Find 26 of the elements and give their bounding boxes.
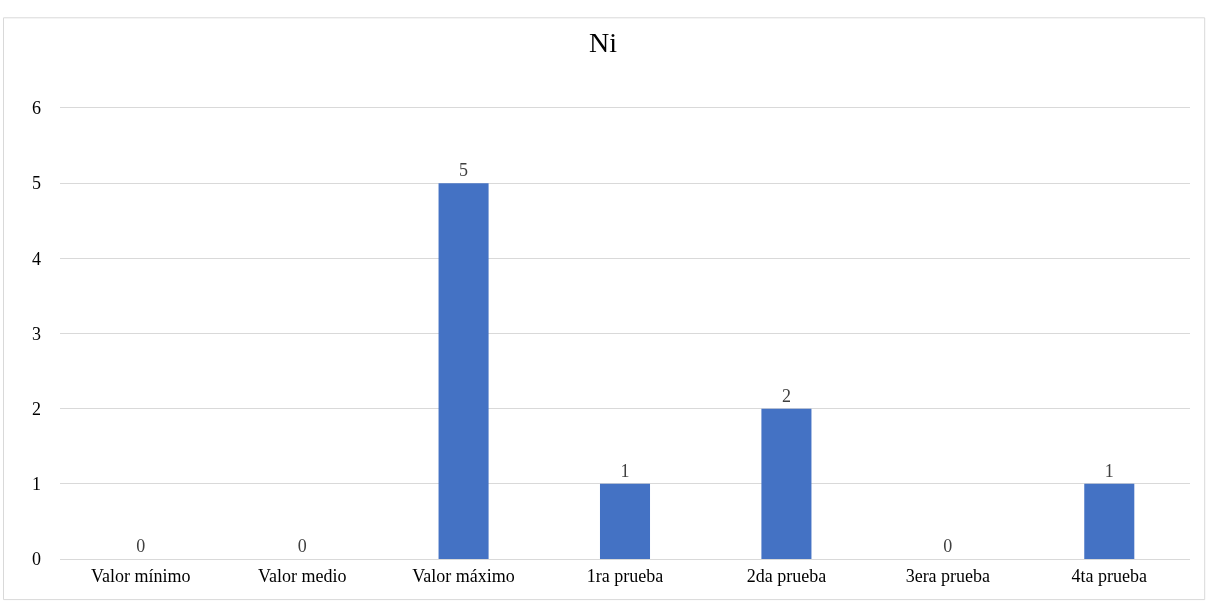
data-label: 1: [1104, 460, 1114, 481]
y-tick-label: 6: [32, 98, 41, 119]
x-tick-label: 4ta prueba: [1071, 565, 1148, 586]
bar: [761, 408, 812, 559]
bar: [438, 183, 489, 559]
data-label: 1: [620, 460, 630, 481]
data-label: 5: [459, 160, 469, 181]
bar: [599, 483, 651, 559]
x-tick-label: Valor máximo: [412, 565, 515, 586]
bar: [1084, 483, 1135, 559]
data-label: 0: [297, 536, 307, 556]
chart-title: Ni: [589, 27, 618, 59]
x-tick-label: 3era prueba: [905, 565, 991, 586]
x-tick-label: 2da prueba: [746, 565, 827, 586]
y-tick-label: 5: [32, 173, 41, 194]
y-tick-label: 0: [32, 549, 41, 570]
data-label: 2: [781, 385, 791, 406]
data-label: 0: [943, 536, 953, 556]
x-tick-label: Valor medio: [257, 565, 347, 586]
x-tick-label: 1ra prueba: [586, 565, 664, 586]
y-tick-label: 3: [32, 323, 41, 344]
y-tick-label: 2: [32, 398, 41, 419]
data-label: 0: [136, 536, 146, 556]
x-tick-label: Valor mínimo: [90, 565, 191, 586]
y-tick-label: 1: [32, 474, 41, 495]
y-tick-label: 4: [32, 248, 41, 269]
